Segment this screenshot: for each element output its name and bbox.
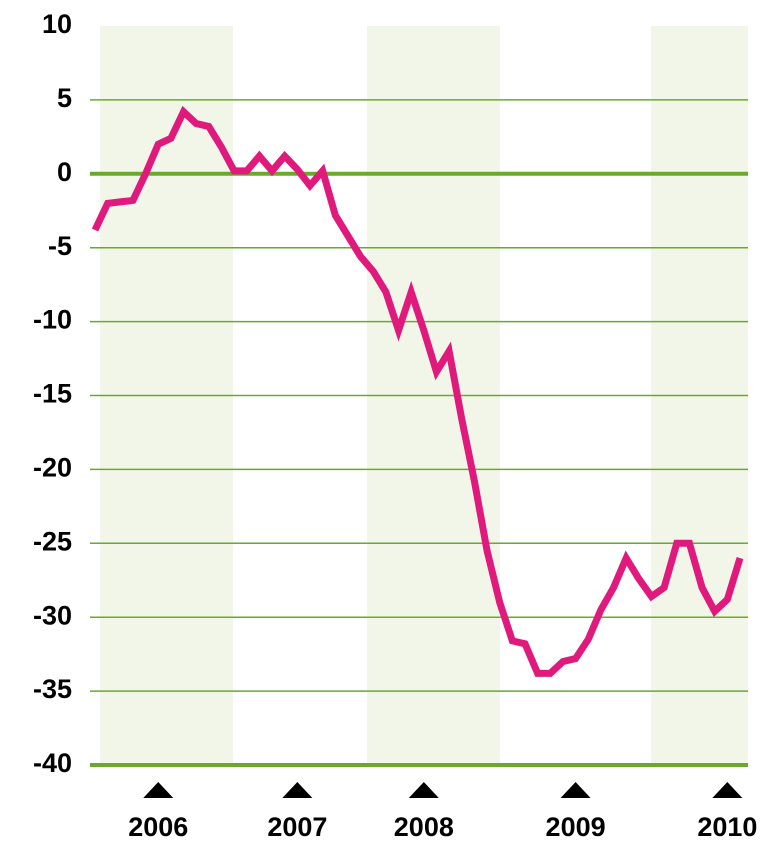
y-tick-label: -5 <box>48 231 72 261</box>
x-tick-label: 2008 <box>394 812 454 842</box>
x-tick-label: 2009 <box>546 812 606 842</box>
y-tick-label: -30 <box>33 600 72 630</box>
y-tick-label: -40 <box>33 748 72 778</box>
y-tick-label: -15 <box>33 379 72 409</box>
y-tick-label: -20 <box>33 453 72 483</box>
y-tick-label: -35 <box>33 674 72 704</box>
x-tick-mark <box>143 782 174 798</box>
x-tick-mark <box>282 782 313 798</box>
y-tick-label: 10 <box>42 9 72 39</box>
y-tick-label: -25 <box>33 526 72 556</box>
x-tick-label: 2006 <box>128 812 188 842</box>
x-tick-mark <box>408 782 439 798</box>
y-tick-label: 5 <box>57 83 72 113</box>
x-tick-label: 2010 <box>697 812 757 842</box>
line <box>91 105 744 677</box>
x-tick-label: 2007 <box>267 812 327 842</box>
x-tick-mark <box>712 782 743 798</box>
y-tick-label: -10 <box>33 305 72 335</box>
y-tick-label: 0 <box>57 157 72 187</box>
x-tick-mark <box>560 782 591 798</box>
